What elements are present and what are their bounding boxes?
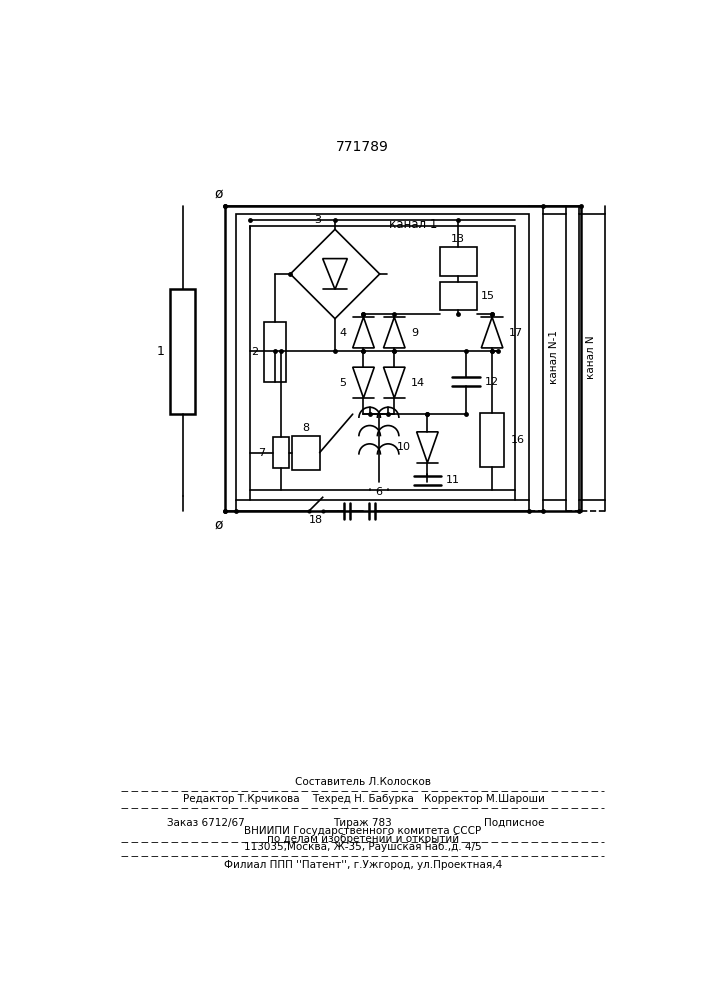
Bar [440,247,477,276]
Text: 1: 1 [157,345,165,358]
Text: 17: 17 [509,328,523,338]
Text: ВНИИПИ Государственного комитета СССР: ВНИИПИ Государственного комитета СССР [244,826,481,836]
Bar [170,289,195,414]
Text: по делам изобретений и открытий: по делам изобретений и открытий [267,834,459,844]
Bar [480,413,504,466]
Text: 5: 5 [339,378,346,388]
Text: 12: 12 [484,377,498,387]
Bar [543,214,566,500]
Text: канал 1: канал 1 [390,218,438,231]
Text: Подписное: Подписное [484,818,544,828]
Bar [274,437,288,468]
Text: Тираж 783: Тираж 783 [333,818,392,828]
Text: 113035,Москва, Ж-35, Раушская наб.,д. 4/5: 113035,Москва, Ж-35, Раушская наб.,д. 4/… [244,842,481,852]
Text: 15: 15 [481,291,496,301]
Bar [579,214,604,500]
Text: Редактор Т.Крчикова: Редактор Т.Крчикова [182,794,299,804]
Text: Заказ 6712/67: Заказ 6712/67 [167,818,245,828]
Text: Корректор М.Шароши: Корректор М.Шароши [423,794,544,804]
Text: 6: 6 [375,487,382,497]
Text: ø: ø [214,186,223,200]
Text: ø: ø [214,517,223,531]
Text: 7: 7 [259,448,266,458]
Bar [264,322,286,382]
Text: 2: 2 [252,347,259,357]
Text: 14: 14 [411,378,426,388]
Text: 4: 4 [339,328,346,338]
Bar [292,436,320,470]
Text: 10: 10 [397,442,411,452]
Bar [440,282,477,310]
Text: Составитель Л.Колосков: Составитель Л.Колосков [295,777,431,787]
Text: Филиал ППП ''Патент'', г.Ужгород, ул.Проектная,4: Филиал ППП ''Патент'', г.Ужгород, ул.Про… [223,860,502,870]
Bar [236,214,529,500]
Bar [250,226,515,490]
Text: 13: 13 [451,234,465,244]
Text: 11: 11 [446,475,460,485]
Text: 16: 16 [510,435,525,445]
Text: 771789: 771789 [337,140,389,154]
Text: канал N-1: канал N-1 [549,330,559,384]
Text: 18: 18 [309,515,323,525]
Text: 8: 8 [302,423,309,433]
Text: 3: 3 [315,215,322,225]
Text: 9: 9 [411,328,419,338]
Text: канал N: канал N [586,335,597,379]
Text: Техред Н. Бабурка: Техред Н. Бабурка [312,794,414,804]
